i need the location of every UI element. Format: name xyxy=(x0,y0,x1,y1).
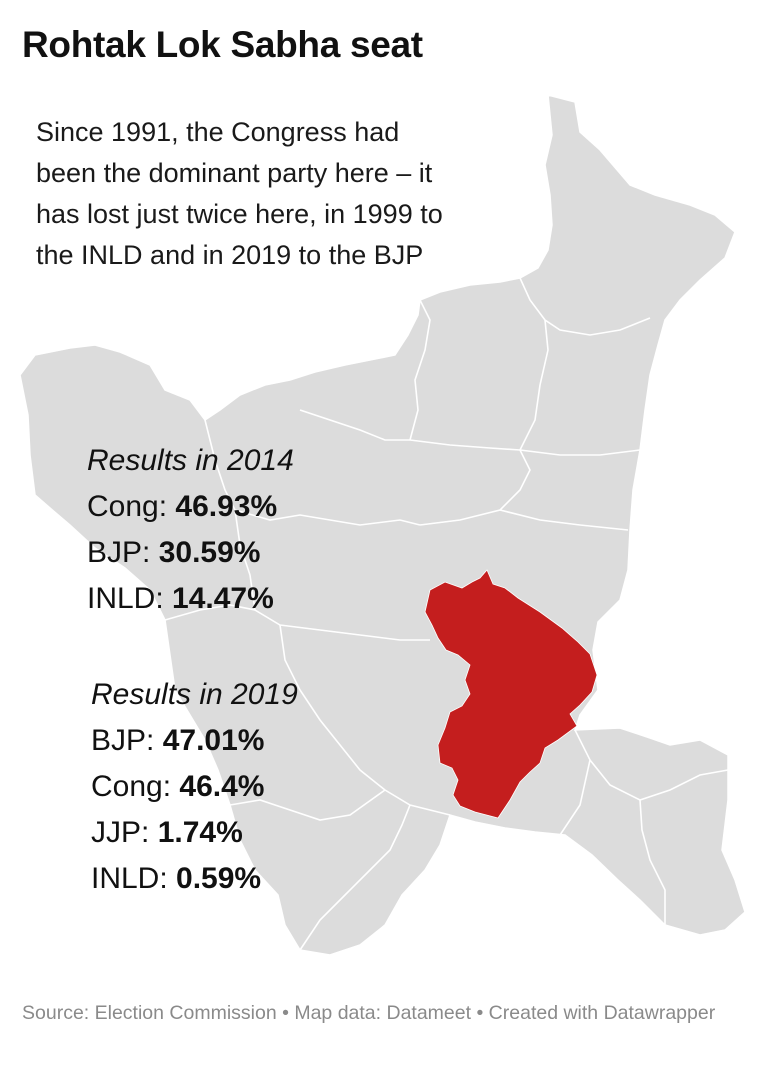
party-name: JJP: xyxy=(91,816,150,849)
results-2019-heading: Results in 2019 xyxy=(91,678,298,711)
results-2014-heading: Results in 2014 xyxy=(87,444,294,477)
result-row: Cong: 46.4% xyxy=(91,764,298,810)
result-row: INLD: 14.47% xyxy=(87,576,294,622)
result-row: JJP: 1.74% xyxy=(91,810,298,856)
vote-share: 1.74% xyxy=(157,816,243,849)
district-boundaries xyxy=(164,277,729,951)
party-name: Cong: xyxy=(91,770,172,803)
intro-line: Since 1991, the Congress had xyxy=(36,117,400,147)
result-row: BJP: 30.59% xyxy=(87,530,294,576)
intro-line: the INLD and in 2019 to the BJP xyxy=(36,240,424,270)
party-name: BJP: xyxy=(87,536,151,569)
page-title: Rohtak Lok Sabha seat xyxy=(22,24,423,65)
result-row: INLD: 0.59% xyxy=(91,856,298,902)
state-outline xyxy=(19,94,746,956)
vote-share: 47.01% xyxy=(162,724,265,757)
vote-share: 46.4% xyxy=(179,770,265,803)
vote-share: 14.47% xyxy=(172,582,274,615)
intro-line: been the dominant party here – it xyxy=(36,158,433,188)
results-2019: Results in 2019 BJP: 47.01% Cong: 46.4% … xyxy=(91,672,298,902)
rohtak-constituency xyxy=(424,569,598,819)
vote-share: 46.93% xyxy=(175,490,278,523)
intro-line: has lost just twice here, in 1999 to xyxy=(36,199,443,229)
source-note: Source: Election Commission • Map data: … xyxy=(22,1002,716,1024)
vote-share: 0.59% xyxy=(176,862,262,895)
party-name: BJP: xyxy=(91,724,155,757)
results-2014: Results in 2014 Cong: 46.93% BJP: 30.59%… xyxy=(87,438,294,622)
party-name: INLD: xyxy=(91,862,168,895)
intro-text: Since 1991, the Congress had been the do… xyxy=(36,112,556,276)
result-row: BJP: 47.01% xyxy=(91,718,298,764)
party-name: INLD: xyxy=(87,582,164,615)
vote-share: 30.59% xyxy=(158,536,261,569)
party-name: Cong: xyxy=(87,490,168,523)
result-row: Cong: 46.93% xyxy=(87,484,294,530)
